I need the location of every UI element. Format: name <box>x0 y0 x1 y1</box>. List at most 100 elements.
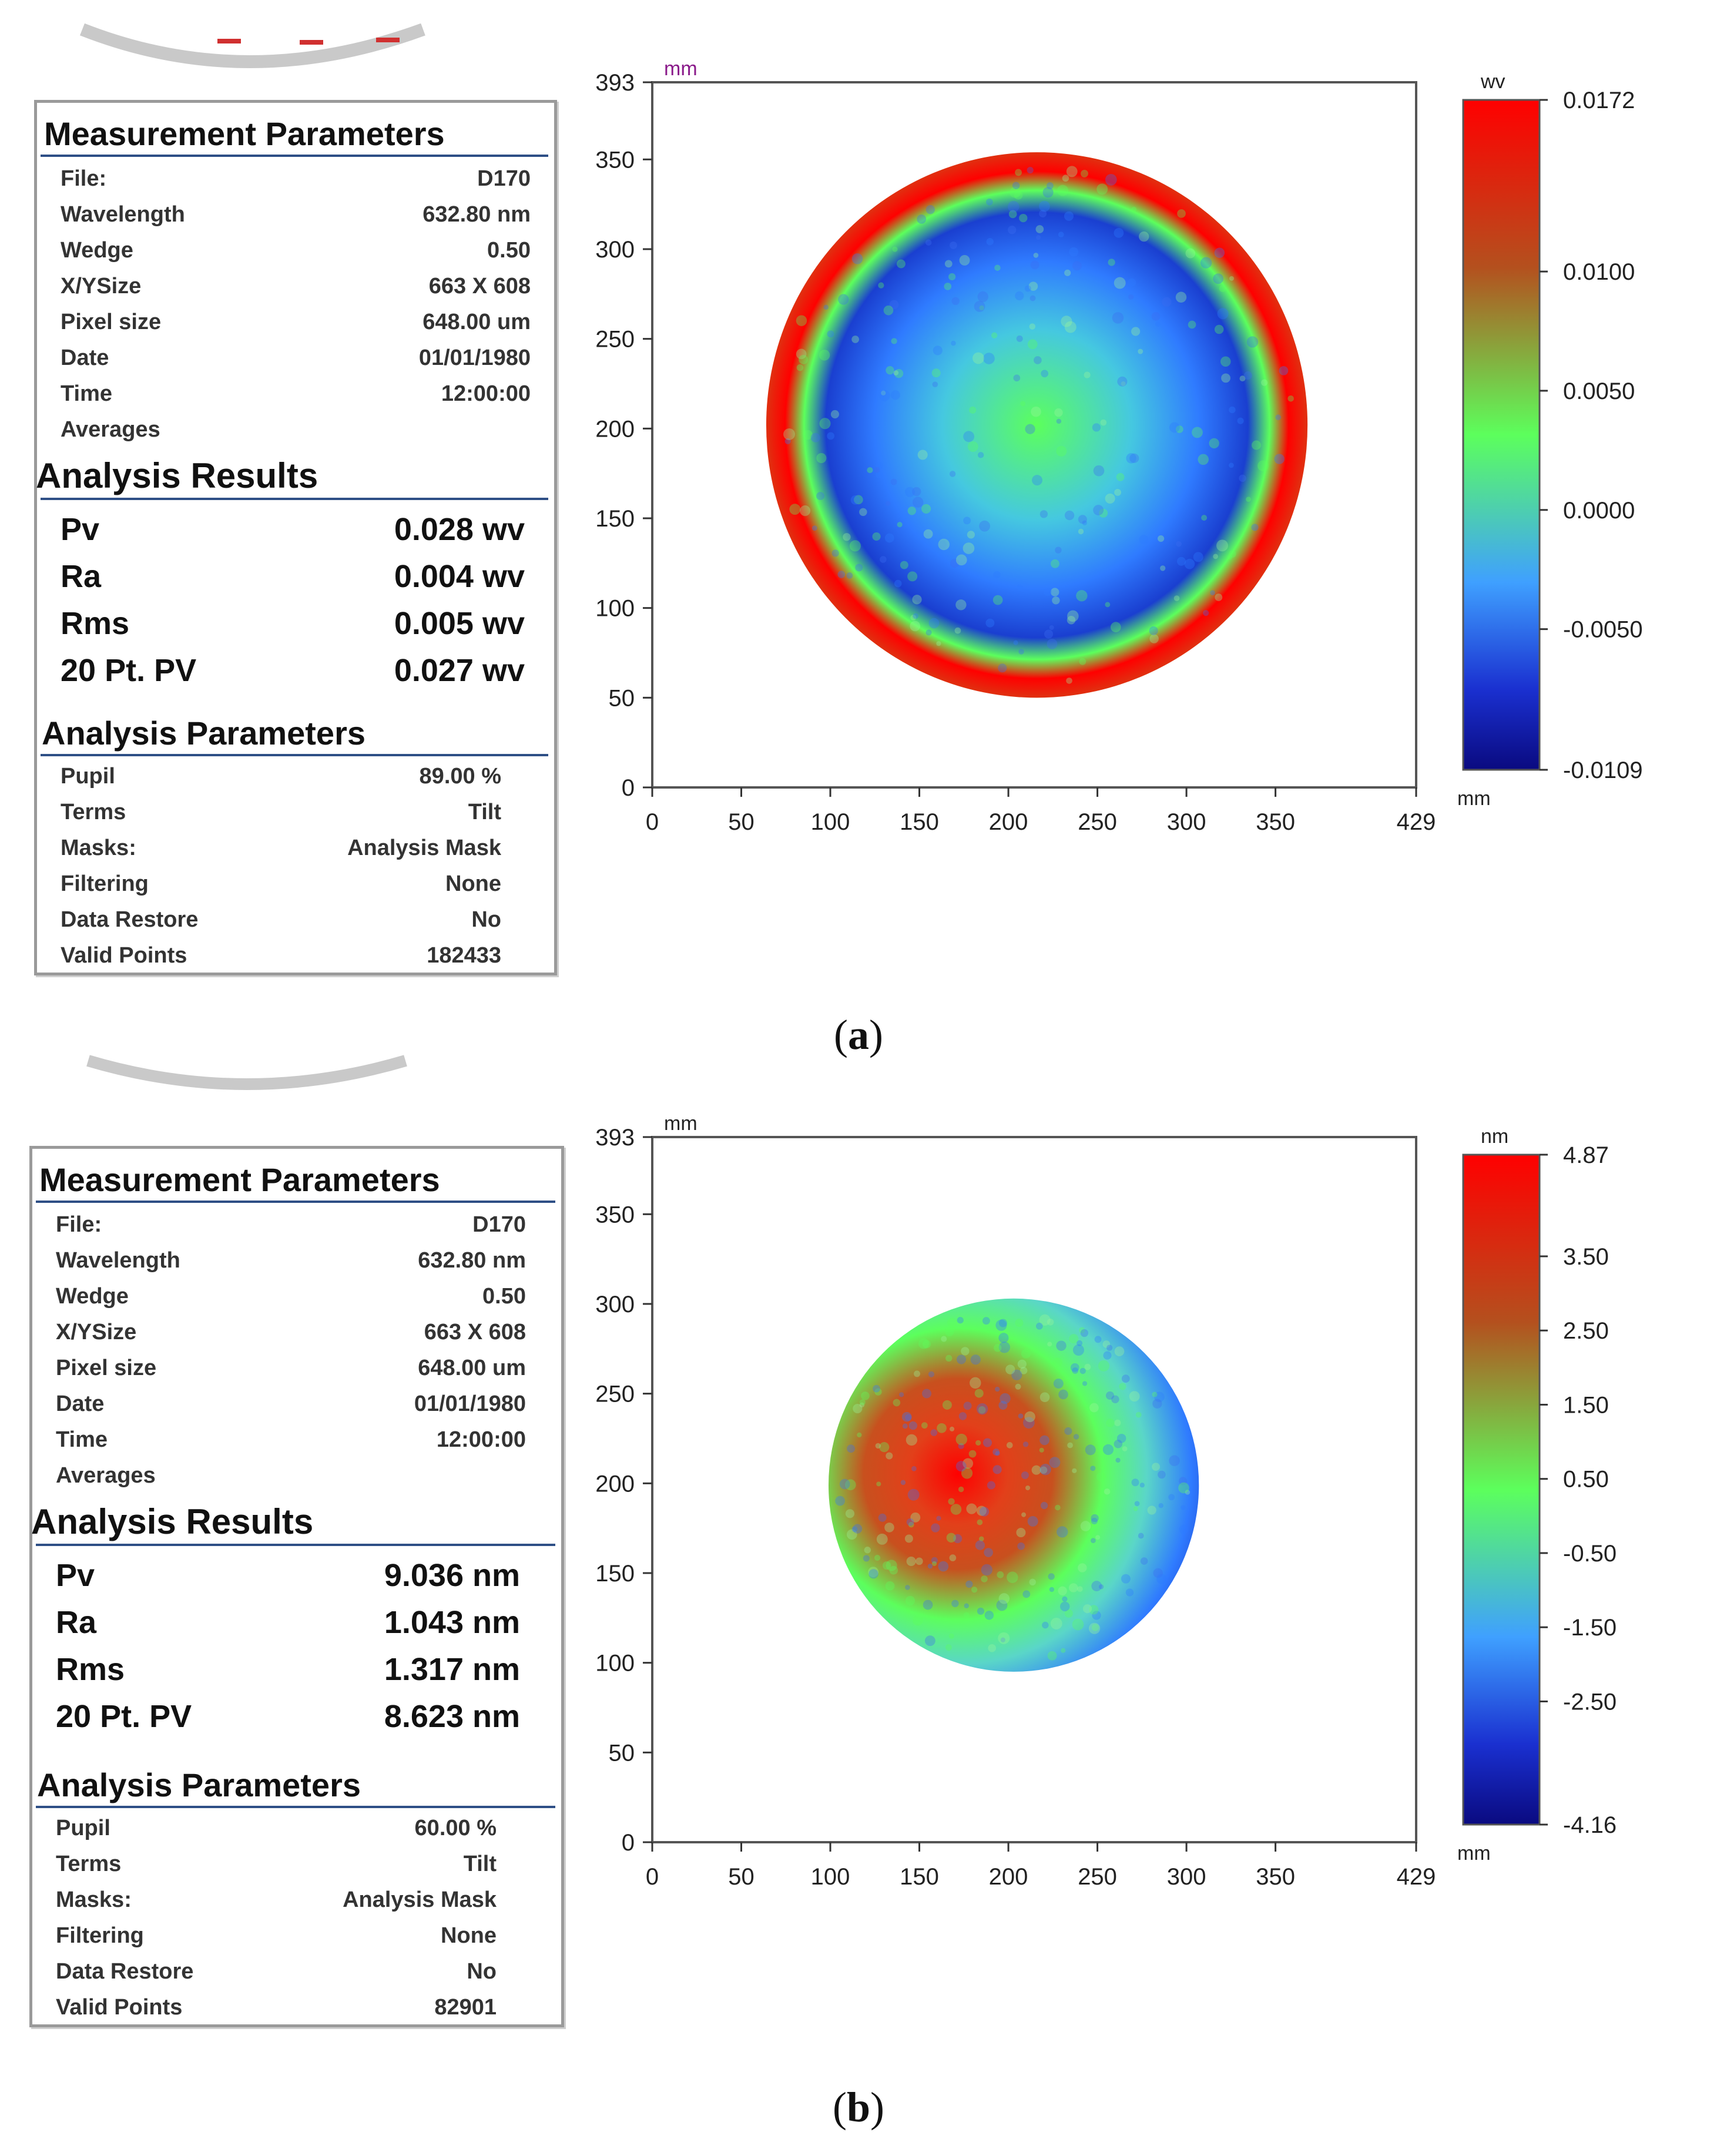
surface-noise-speckle <box>894 579 902 588</box>
surface-noise-speckle <box>948 1498 955 1505</box>
surface-noise-speckle <box>995 1319 1007 1331</box>
surface-noise-speckle <box>1000 1637 1005 1642</box>
surface-noise-speckle <box>839 1478 850 1490</box>
surface-noise-speckle <box>1022 1417 1035 1429</box>
surface-noise-speckle <box>890 390 900 400</box>
surface-noise-speckle <box>1215 594 1223 601</box>
surface-noise-speckle <box>885 501 891 506</box>
surface-noise-speckle <box>1078 528 1084 535</box>
surface-noise-speckle <box>928 1371 935 1377</box>
surface-noise-speckle <box>1126 453 1136 464</box>
surface-noise-speckle <box>1154 1391 1165 1403</box>
result-row: Ra 1.043 nm <box>56 1604 520 1641</box>
surface-noise-speckle <box>1106 1344 1113 1351</box>
measurement-row: File: D170 <box>61 166 531 192</box>
surface-noise-speckle <box>789 504 801 515</box>
surface-noise-speckle <box>1033 253 1039 258</box>
surface-noise-speckle <box>1079 1367 1086 1374</box>
surface-noise-speckle <box>977 1519 983 1525</box>
surface-noise-speckle <box>961 1347 970 1356</box>
analysis-row-label: Terms <box>61 800 126 824</box>
surface-noise-speckle <box>1047 182 1054 189</box>
surface-noise-speckle <box>819 418 831 430</box>
surface-noise-speckle <box>998 663 1007 673</box>
surface-noise-speckle <box>951 297 960 306</box>
surface-noise-speckle <box>1013 640 1018 645</box>
surface-noise-speckle <box>1035 225 1044 233</box>
surface-noise-speckle <box>961 1467 973 1479</box>
surface-noise-speckle <box>889 300 899 310</box>
surface-noise-speckle <box>1057 1526 1068 1538</box>
surface-noise-speckle <box>1062 175 1069 182</box>
surface-noise-speckle <box>947 1318 958 1329</box>
surface-noise-speckle <box>1081 170 1088 177</box>
surface-noise-speckle <box>1139 535 1149 545</box>
surface-noise-speckle <box>1021 1512 1027 1517</box>
surface-noise-speckle <box>1091 1538 1096 1544</box>
surface-noise-speckle <box>974 1389 984 1398</box>
surface-noise-speckle <box>906 1434 918 1446</box>
measurement-row-value: 648.00 um <box>422 310 531 334</box>
analysis-parameters-title: Analysis Parameters <box>37 1766 361 1803</box>
analysis-row-value: None <box>441 1923 497 1948</box>
analysis-row: Masks: Analysis Mask <box>61 836 501 861</box>
partial-lens-arc-decoration <box>86 1055 407 1090</box>
surface-noise-speckle <box>1279 366 1289 375</box>
parameters-panel: Measurement Parameters Analysis Results … <box>34 100 557 975</box>
surface-noise-speckle <box>1077 1586 1083 1592</box>
surface-noise-speckle <box>958 1443 964 1450</box>
surface-noise-speckle <box>907 507 916 515</box>
surface-noise-speckle <box>1274 454 1285 464</box>
surface-noise-speckle <box>847 1529 857 1540</box>
surface-noise-speckle <box>1064 321 1077 333</box>
surface-noise-speckle <box>1061 1648 1066 1653</box>
analysis-row-label: Filtering <box>56 1923 144 1948</box>
surface-noise-speckle <box>1098 1584 1104 1590</box>
y-tick-label: 300 <box>595 237 635 263</box>
surface-noise-speckle <box>948 1633 954 1639</box>
colorbar-tick-label: -1.50 <box>1563 1615 1617 1641</box>
surface-noise-speckle <box>1031 1465 1041 1475</box>
measurement-row-value: 01/01/1980 <box>418 346 531 370</box>
surface-noise-speckle <box>932 381 938 387</box>
surface-noise-speckle <box>1088 1622 1101 1634</box>
surface-noise-speckle <box>922 1340 931 1349</box>
surface-noise-speckle <box>996 1600 1008 1611</box>
analysis-row-label: Valid Points <box>56 1995 183 2020</box>
surface-noise-speckle <box>827 330 834 338</box>
result-row-value: 0.004 wv <box>394 559 525 594</box>
result-row-label: 20 Pt. PV <box>61 653 197 688</box>
result-row: 20 Pt. PV 8.623 nm <box>56 1698 520 1735</box>
result-row-value: 1.317 nm <box>384 1652 520 1687</box>
surface-noise-speckle <box>937 1423 947 1433</box>
surface-noise-speckle <box>1200 257 1212 269</box>
surface-noise-speckle <box>1129 453 1139 463</box>
surface-noise-speckle <box>881 390 886 395</box>
surface-noise-speckle <box>1064 510 1075 521</box>
surface-noise-speckle <box>1246 497 1251 502</box>
surface-noise-speckle <box>1114 1439 1123 1448</box>
y-unit-label: mm <box>664 1112 697 1135</box>
surface-noise-speckle <box>1214 247 1225 258</box>
analysis-row: Masks: Analysis Mask <box>56 1887 497 1913</box>
surface-noise-speckle <box>1252 440 1261 450</box>
surface-noise-speckle <box>796 364 804 371</box>
surface-noise-speckle <box>948 273 956 281</box>
surface-noise-speckle <box>893 1399 901 1407</box>
surface-noise-speckle <box>992 1465 1002 1474</box>
surface-noise-speckle <box>922 1389 932 1399</box>
surface-noise-speckle <box>906 1518 914 1526</box>
colorbar-tick-label: -2.50 <box>1563 1689 1617 1715</box>
parameters-panel: Measurement Parameters Analysis Results … <box>29 1146 564 2027</box>
surface-noise-speckle <box>1152 1399 1162 1409</box>
surface-noise-speckle <box>1168 1494 1175 1501</box>
surface-noise-speckle <box>1055 1504 1061 1511</box>
surface-noise-speckle <box>1064 1427 1072 1435</box>
surface-noise-speckle <box>1078 515 1087 524</box>
surface-noise-speckle <box>968 1450 977 1458</box>
measurement-row: Time 12:00:00 <box>56 1427 526 1453</box>
caption-b: (b) <box>832 2084 884 2131</box>
surface-noise-speckle <box>1229 550 1236 558</box>
surface-noise-speckle <box>1096 1472 1106 1482</box>
surface-noise-speckle <box>849 540 861 552</box>
